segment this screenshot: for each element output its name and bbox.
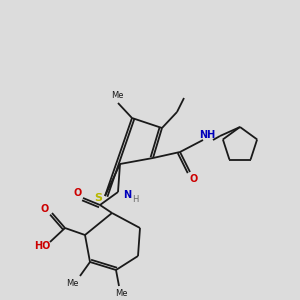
Text: S: S xyxy=(94,193,102,203)
Text: Me: Me xyxy=(66,280,78,289)
Text: O: O xyxy=(74,188,82,198)
Text: H: H xyxy=(132,196,138,205)
Text: NH: NH xyxy=(199,130,215,140)
Text: Me: Me xyxy=(111,92,123,100)
Text: O: O xyxy=(41,204,49,214)
Text: HO: HO xyxy=(34,241,50,251)
Text: Me: Me xyxy=(115,290,127,298)
Text: N: N xyxy=(123,190,131,200)
Text: O: O xyxy=(190,174,198,184)
